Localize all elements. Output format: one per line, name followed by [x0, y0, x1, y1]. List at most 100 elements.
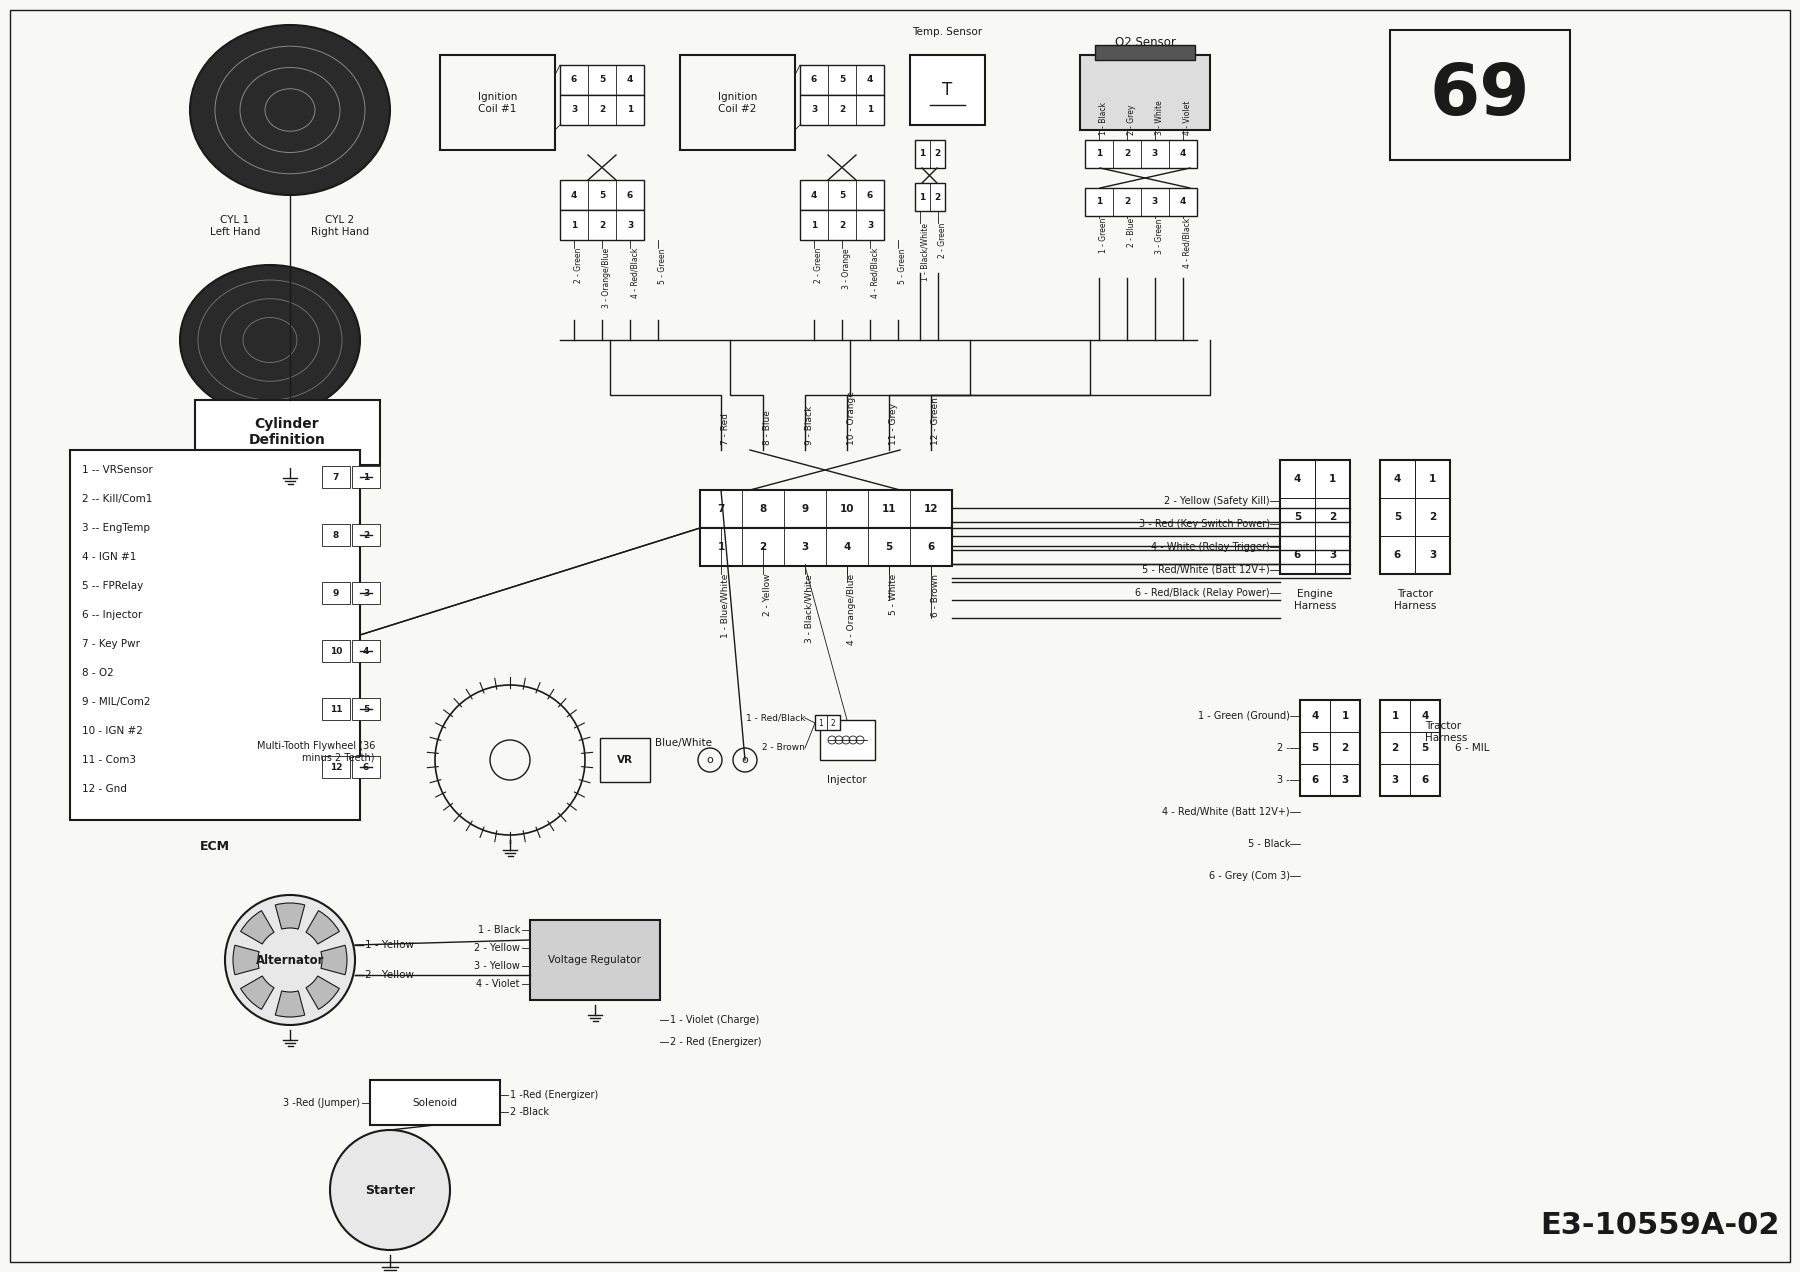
- Text: 5 -- FPRelay: 5 -- FPRelay: [83, 581, 144, 591]
- Text: 9 - MIL/Com2: 9 - MIL/Com2: [83, 697, 151, 707]
- Bar: [1381, 731, 1409, 764]
- Bar: [914, 140, 945, 168]
- Text: 2: 2: [1391, 743, 1399, 753]
- Text: 4 - White (Relay Trigger): 4 - White (Relay Trigger): [1152, 542, 1271, 552]
- Text: 4: 4: [1422, 711, 1429, 721]
- Text: 4: 4: [1312, 711, 1319, 721]
- Text: 4 - IGN #1: 4 - IGN #1: [83, 552, 137, 562]
- Bar: [353, 698, 380, 720]
- Bar: [353, 583, 380, 604]
- Bar: [1381, 764, 1409, 796]
- Text: 3 - Yellow: 3 - Yellow: [473, 962, 520, 971]
- Text: 6 - Grey (Com 3): 6 - Grey (Com 3): [1210, 871, 1291, 881]
- Text: 7: 7: [718, 504, 725, 514]
- Text: 3 - Orange: 3 - Orange: [842, 248, 851, 289]
- Text: 3 - Green: 3 - Green: [1156, 218, 1165, 253]
- Text: 6: 6: [571, 75, 578, 84]
- Text: 3 - Orange/Blue: 3 - Orange/Blue: [601, 248, 610, 308]
- Text: 2 - Yellow (Safety Kill): 2 - Yellow (Safety Kill): [1165, 496, 1271, 506]
- Text: o: o: [742, 756, 749, 764]
- Wedge shape: [241, 911, 274, 944]
- Bar: [1280, 499, 1316, 536]
- Text: 5 - Green: 5 - Green: [898, 248, 907, 284]
- Text: Injector: Injector: [828, 775, 868, 785]
- Bar: [70, 450, 360, 820]
- Text: 5: 5: [886, 542, 893, 552]
- Text: 2: 2: [1341, 743, 1348, 753]
- Bar: [680, 55, 796, 150]
- Bar: [194, 399, 380, 466]
- Bar: [371, 1080, 500, 1124]
- Bar: [1381, 460, 1451, 574]
- Bar: [1381, 700, 1409, 731]
- Text: 3: 3: [626, 220, 634, 229]
- Text: 5: 5: [599, 75, 605, 84]
- Text: 10: 10: [841, 504, 855, 514]
- Bar: [1381, 460, 1415, 499]
- Text: 5: 5: [839, 191, 846, 200]
- Text: 8: 8: [760, 504, 767, 514]
- Text: 7: 7: [333, 472, 338, 482]
- Text: 6: 6: [868, 191, 873, 200]
- Bar: [1300, 700, 1330, 731]
- Text: 4: 4: [868, 75, 873, 84]
- Text: 8: 8: [333, 530, 338, 539]
- Text: 2: 2: [1429, 513, 1436, 522]
- Bar: [1415, 536, 1451, 574]
- Bar: [353, 466, 380, 488]
- Bar: [599, 738, 650, 782]
- Text: 6: 6: [1393, 550, 1400, 560]
- Text: 10 - IGN #2: 10 - IGN #2: [83, 726, 142, 736]
- Text: 6 -- Injector: 6 -- Injector: [83, 611, 142, 619]
- Text: 1 - Black: 1 - Black: [1100, 102, 1109, 135]
- Wedge shape: [306, 976, 340, 1010]
- Bar: [322, 583, 349, 604]
- Bar: [700, 528, 952, 566]
- Text: ECM: ECM: [200, 840, 230, 854]
- Text: 1: 1: [1391, 711, 1399, 721]
- Text: 1: 1: [1341, 711, 1348, 721]
- Text: 1: 1: [868, 106, 873, 114]
- Bar: [1300, 731, 1330, 764]
- Bar: [353, 524, 380, 546]
- Bar: [322, 524, 349, 546]
- Text: 2 - Yellow: 2 - Yellow: [365, 971, 414, 979]
- Text: 4: 4: [1179, 150, 1186, 159]
- Text: 1 -- VRSensor: 1 -- VRSensor: [83, 466, 153, 474]
- Text: 1 - Green (Ground): 1 - Green (Ground): [1199, 711, 1291, 721]
- Text: 12: 12: [329, 762, 342, 772]
- Text: 3 -: 3 -: [1278, 775, 1291, 785]
- Text: 6: 6: [364, 762, 369, 772]
- Bar: [322, 466, 349, 488]
- Text: 12: 12: [923, 504, 938, 514]
- Text: 7 - Key Pwr: 7 - Key Pwr: [83, 639, 140, 649]
- Text: 2 -Black: 2 -Black: [509, 1107, 549, 1117]
- Text: Tractor
Harness: Tractor Harness: [1393, 589, 1436, 611]
- Bar: [1316, 536, 1350, 574]
- Text: CYL 1
Left Hand: CYL 1 Left Hand: [211, 215, 261, 237]
- Text: 4 - Violet: 4 - Violet: [477, 979, 520, 990]
- Bar: [1330, 731, 1361, 764]
- Text: 1: 1: [810, 220, 817, 229]
- Text: 3: 3: [571, 106, 578, 114]
- Text: 6: 6: [1294, 550, 1301, 560]
- Text: Cylinder
Definition: Cylinder Definition: [248, 417, 326, 446]
- Bar: [1300, 764, 1330, 796]
- Bar: [799, 210, 884, 240]
- Text: 1 - Blue/White: 1 - Blue/White: [722, 574, 731, 639]
- Text: 6: 6: [1422, 775, 1429, 785]
- Text: 1 - Yellow: 1 - Yellow: [365, 940, 414, 950]
- Bar: [560, 181, 644, 210]
- Wedge shape: [275, 903, 304, 929]
- Text: 9: 9: [801, 504, 808, 514]
- Bar: [911, 55, 985, 125]
- Text: 12 - Gnd: 12 - Gnd: [83, 784, 126, 794]
- Text: 2 - Yellow: 2 - Yellow: [763, 574, 772, 617]
- Text: 11: 11: [882, 504, 896, 514]
- Bar: [322, 698, 349, 720]
- Text: Solenoid: Solenoid: [412, 1098, 457, 1108]
- Bar: [1094, 45, 1195, 60]
- Wedge shape: [241, 976, 274, 1010]
- Bar: [1280, 460, 1316, 499]
- Text: 2: 2: [1123, 197, 1130, 206]
